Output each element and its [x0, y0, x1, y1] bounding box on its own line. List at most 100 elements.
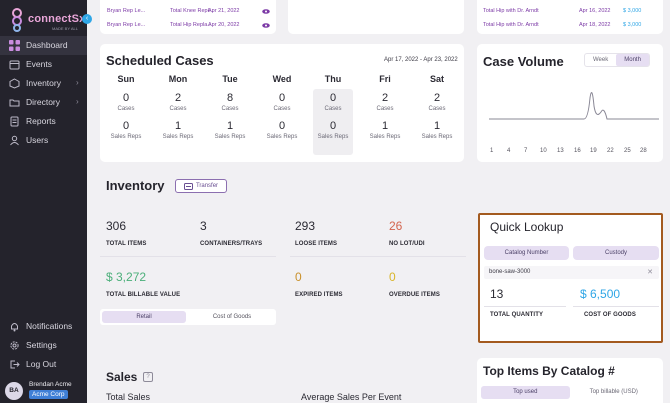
case-name: Total Hip Repla... — [170, 22, 212, 28]
scheduled-cases-card: Scheduled Cases Apr 17, 2022 - Apr 23, 2… — [100, 44, 464, 162]
day-reps-label: Sales Reps — [214, 134, 246, 140]
logo-icon — [12, 8, 22, 32]
rep-name: Bryan Rep Le... — [107, 8, 146, 14]
case-date: Apr 18, 2022 — [579, 22, 611, 28]
sidebar-item-inventory[interactable]: Inventory › — [0, 74, 87, 93]
day-cases-count: 0 — [278, 92, 286, 104]
collapse-sidebar-button[interactable]: ‹ — [82, 14, 92, 24]
sidebar-item-label: Notifications — [26, 321, 73, 331]
transfer-label: Transfer — [195, 183, 219, 189]
transfer-icon — [183, 182, 193, 190]
sidebar-item-label: Directory — [26, 97, 61, 107]
custody-tab[interactable]: Custody — [573, 246, 659, 260]
day-reps-label: Sales Reps — [317, 134, 349, 140]
brand-tagline: MADE BY ALL — [52, 26, 78, 31]
chevron-right-icon: › — [76, 97, 79, 106]
x-tick-label: 22 — [607, 148, 614, 154]
sidebar-item-settings[interactable]: Settings — [0, 336, 87, 355]
case-volume-title: Case Volume — [483, 54, 564, 69]
month-toggle[interactable]: Month — [616, 54, 649, 66]
top-billable-toggle[interactable]: Top billable (USD) — [589, 389, 638, 395]
divider — [573, 306, 659, 307]
cost-of-goods-label: COST OF GOODS — [584, 312, 636, 318]
x-tick-label: 28 — [640, 148, 647, 154]
sidebar-item-events[interactable]: Events — [0, 55, 87, 74]
day-column[interactable]: Thu 0 Cases 0 Sales Reps — [313, 70, 353, 140]
total-quantity-label: TOTAL QUANTITY — [490, 312, 544, 318]
day-column[interactable]: Wed 0 Cases 0 Sales Reps — [262, 70, 302, 140]
calendar-icon — [9, 60, 20, 70]
day-cases-label: Cases — [221, 106, 239, 112]
sidebar-item-reports[interactable]: Reports — [0, 112, 87, 131]
day-cases-count: 8 — [226, 92, 234, 104]
case-name[interactable]: Total Hip with Dr. Arndt — [483, 22, 539, 28]
sidebar-item-dashboard[interactable]: Dashboard — [0, 36, 87, 55]
value-mode-toggle: Retail Cost of Goods — [100, 309, 276, 325]
day-cases-count: 0 — [329, 92, 337, 104]
transfer-button[interactable]: Transfer — [175, 179, 227, 193]
user-name: Brendan Acme — [29, 381, 72, 388]
day-cases-count: 2 — [174, 92, 182, 104]
day-reps-count: 1 — [226, 120, 234, 132]
table-row[interactable]: Bryan Rep Le... — [107, 8, 145, 14]
table-row[interactable]: Bryan Rep Le... — [107, 22, 145, 28]
folder-icon — [9, 99, 20, 107]
case-volume-card: Case Volume Week Month 1 4 7 10 13 16 19 22 25 28 — [477, 44, 663, 162]
day-name: Sun — [117, 74, 135, 84]
retail-toggle[interactable]: Retail — [102, 311, 186, 323]
day-column[interactable]: Mon 2 Cases 1 Sales Reps — [158, 70, 198, 140]
logout-icon — [10, 360, 20, 369]
case-name[interactable]: Total Hip with Dr. Arndt — [483, 8, 539, 14]
day-reps-count: 0 — [122, 120, 130, 132]
grid-icon — [9, 40, 20, 51]
sidebar-item-label: Settings — [26, 340, 57, 350]
day-reps-label: Sales Reps — [110, 134, 142, 140]
rep-name: Bryan Rep Le... — [107, 22, 146, 28]
day-reps-count: 0 — [278, 120, 286, 132]
sidebar-item-users[interactable]: Users — [0, 131, 87, 150]
sidebar-item-label: Users — [26, 135, 49, 145]
expired-value: 0 — [295, 270, 302, 284]
case-date: Apr 20, 2022 — [208, 22, 240, 28]
top-used-toggle[interactable]: Top used — [481, 386, 570, 399]
overdue-value: 0 — [389, 270, 396, 284]
lookup-search-value: bone-saw-3000 — [489, 269, 531, 275]
x-tick-label: 13 — [557, 148, 564, 154]
sidebar-item-notifications[interactable]: Notifications — [0, 317, 87, 336]
case-name: Total Knee Repl... — [170, 8, 214, 14]
day-reps-count: 0 — [329, 120, 337, 132]
day-column[interactable]: Sat 2 Cases 1 Sales Reps — [417, 70, 457, 140]
day-reps-count: 1 — [433, 120, 441, 132]
catalog-number-tab[interactable]: Catalog Number — [484, 246, 569, 260]
day-name: Fri — [379, 74, 391, 84]
divider — [290, 256, 466, 257]
sidebar-item-directory[interactable]: Directory › — [0, 93, 87, 112]
day-reps-label: Sales Reps — [162, 134, 194, 140]
day-name: Wed — [272, 74, 292, 84]
divider — [100, 256, 276, 257]
day-column[interactable]: Fri 2 Cases 1 Sales Reps — [365, 70, 405, 140]
top-items-title: Top Items By Catalog # — [483, 364, 615, 378]
date-range: Apr 17, 2022 - Apr 23, 2022 — [384, 57, 458, 63]
cost-of-goods-toggle[interactable]: Cost of Goods — [212, 314, 252, 320]
total-sales-label: Total Sales — [106, 392, 151, 402]
eye-icon[interactable] — [262, 9, 270, 14]
day-column[interactable]: Tue 8 Cases 1 Sales Reps — [210, 70, 250, 140]
day-name: Tue — [222, 74, 238, 84]
brand-logo[interactable]: connectSx MADE BY ALL — [8, 6, 85, 34]
help-icon[interactable]: ? — [143, 372, 153, 382]
chevron-left-icon: ‹ — [85, 15, 89, 22]
total-items-value: 306 — [106, 219, 127, 233]
sidebar-item-label: Inventory — [26, 78, 61, 88]
sidebar-item-logout[interactable]: Log Out — [0, 355, 87, 374]
lookup-search-input[interactable]: bone-saw-3000 ✕ — [484, 266, 659, 279]
day-column[interactable]: Sun 0 Cases 0 Sales Reps — [106, 70, 146, 140]
eye-icon[interactable] — [262, 23, 270, 28]
billable-label: TOTAL BILLABLE VALUE — [106, 292, 181, 298]
clear-icon[interactable]: ✕ — [647, 269, 653, 276]
week-toggle[interactable]: Week — [593, 57, 609, 63]
containers-value: 3 — [200, 219, 207, 233]
case-date: Apr 16, 2022 — [579, 8, 611, 14]
user-profile[interactable]: BA Brendan Acme Acme Corp — [0, 378, 87, 403]
billable-value: $ 3,272 — [106, 270, 147, 284]
